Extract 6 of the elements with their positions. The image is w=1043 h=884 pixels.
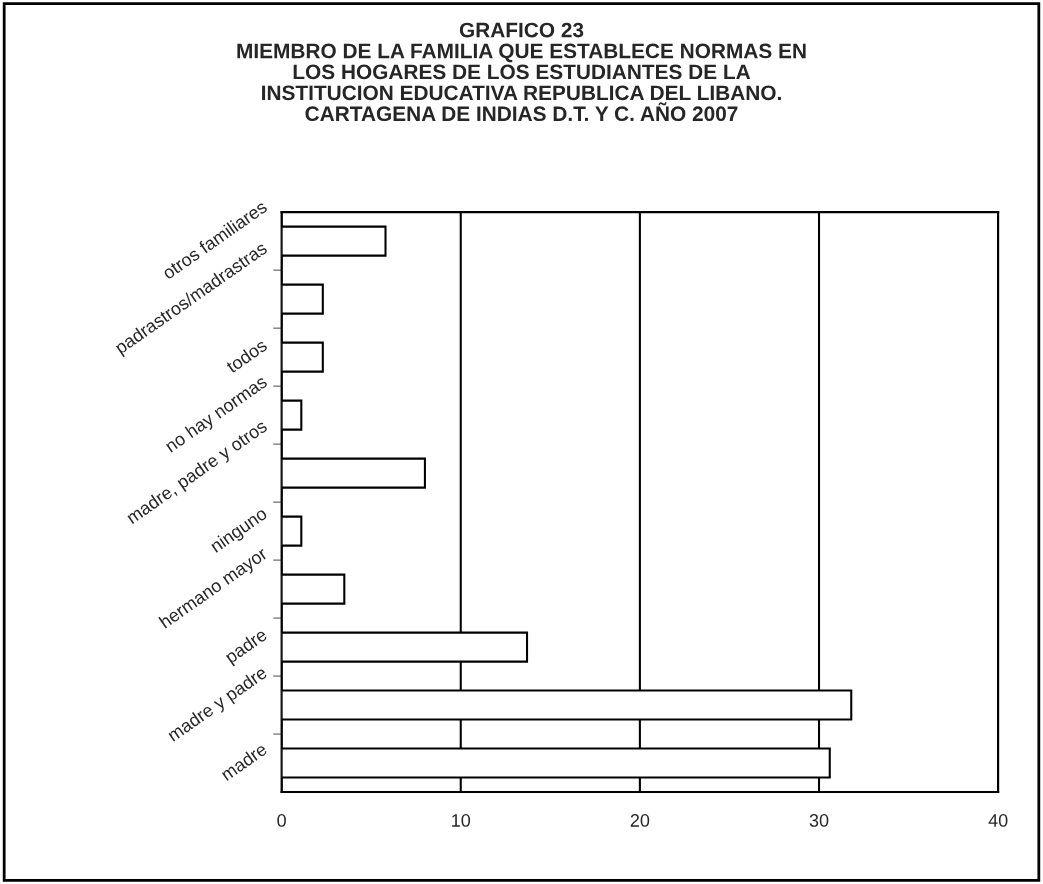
x-tick-label: 30	[809, 814, 829, 827]
x-tick-label: 0	[277, 814, 286, 827]
x-tick-label: 20	[630, 814, 650, 827]
x-tick-label: 40	[988, 814, 1008, 827]
chart-title: GRAFICO 23 MIEMBRO DE LA FAMILIA QUE ESTABLECE NORMAS EN LOS HOGARES DE LOS ESTUDIANTES DE LA INSTITUCION EDUCATIVA REPUBLICA DEL LIBANO. CARTAGENA DE INDIAS D.T. Y C. AÑO 2007	[237, 22, 806, 122]
x-tick-label: 10	[452, 814, 471, 827]
